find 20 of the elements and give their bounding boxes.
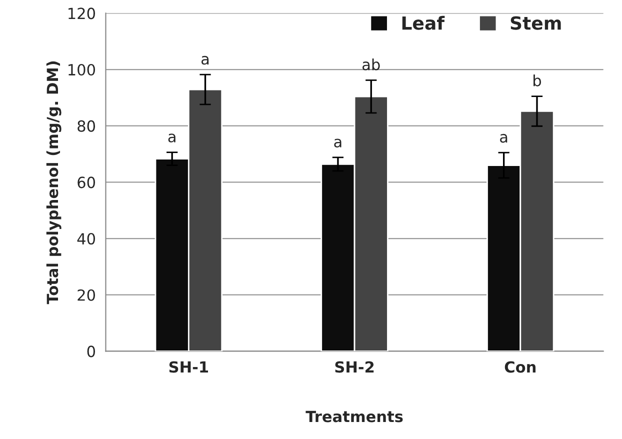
y-tick-label: 0 — [87, 346, 96, 358]
legend-label: Stem — [510, 16, 561, 30]
y-tick-label: 120 — [68, 8, 96, 20]
x-tick-label: Con — [504, 361, 536, 373]
annotation: a — [201, 56, 209, 65]
y-tick-label: 40 — [77, 232, 96, 245]
y-tick-label: 80 — [78, 120, 96, 132]
annotation: a — [334, 138, 342, 148]
x-tick-label: SH-2 — [335, 361, 374, 373]
x-axis-title: Treatments — [306, 410, 403, 422]
annotation: a — [500, 134, 508, 143]
legend-label: Leaf — [402, 16, 445, 30]
x-tick-label: SH-1 — [169, 361, 208, 373]
y-tick-label: 100 — [68, 64, 96, 76]
y-tick-label: 60 — [78, 176, 96, 188]
annotation: b — [534, 74, 542, 86]
y-axis-title: Total polyphenol (mg/g. DM) — [46, 61, 62, 304]
annotation: a — [168, 134, 176, 142]
y-tick-label: 20 — [78, 289, 96, 301]
annotation: ab — [362, 58, 380, 70]
